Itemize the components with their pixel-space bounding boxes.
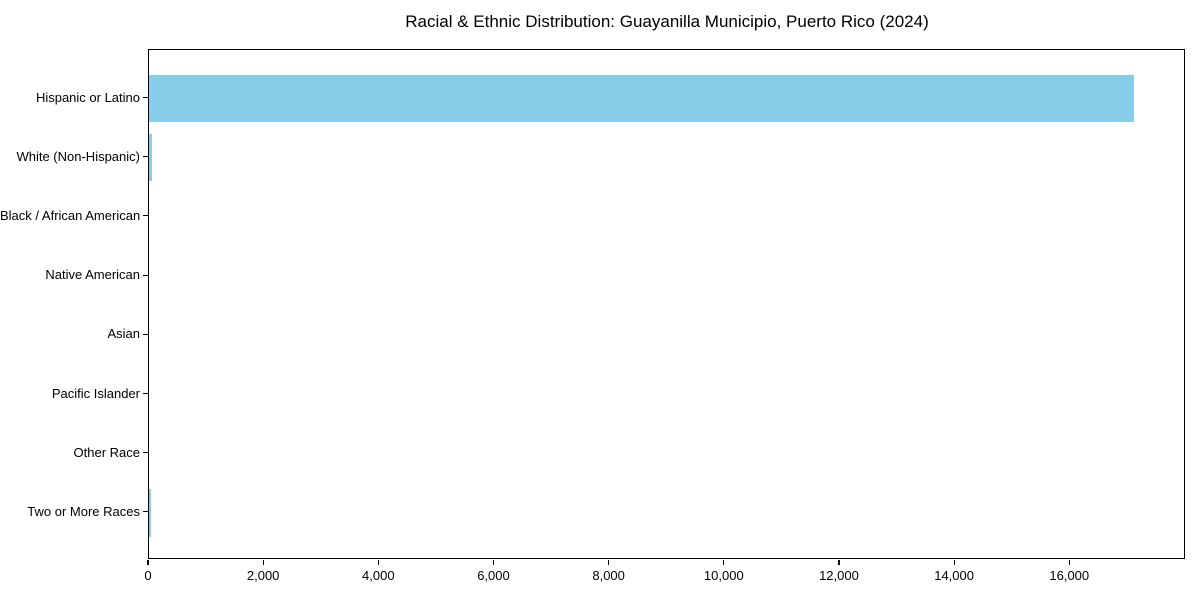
y-tick-label-other-race: Other Race [73, 444, 140, 460]
y-tick-mark [143, 511, 148, 513]
x-tick-mark [262, 560, 264, 565]
y-tick-label-asian: Asian [107, 326, 140, 342]
y-tick-label-white-non-hispanic: White (Non-Hispanic) [16, 148, 140, 164]
bar-white-non-hispanic [149, 133, 152, 182]
x-tick-mark [608, 560, 610, 565]
x-tick-mark [147, 560, 149, 565]
bar-two-or-more-races [149, 489, 151, 537]
y-tick-label-black-african-american: Black / African American [0, 207, 141, 223]
y-tick-label-hispanic-or-latino: Hispanic or Latino [35, 89, 140, 105]
y-tick-mark [143, 333, 148, 335]
x-tick-mark [492, 560, 495, 565]
x-tick-label-2000: 2,000 [246, 568, 280, 583]
y-tick-mark [143, 452, 148, 454]
y-tick-label-native-american: Native American [45, 267, 140, 283]
x-tick-label-16000: 16,000 [1049, 568, 1090, 583]
y-tick-mark [143, 274, 148, 276]
x-tick-label-14000: 14,000 [934, 568, 974, 583]
x-tick-label-0: 0 [144, 568, 152, 583]
x-tick-label-6000: 6,000 [477, 568, 510, 583]
x-tick-label-8000: 8,000 [592, 568, 625, 583]
y-tick-mark [143, 96, 148, 99]
y-tick-mark [143, 215, 148, 217]
x-tick-mark [953, 560, 955, 565]
x-tick-label-12000: 12,000 [819, 568, 859, 583]
y-tick-label-pacific-islander: Pacific Islander [51, 385, 140, 401]
y-tick-mark [143, 156, 148, 158]
y-tick-label-two-or-more-races: Two or More Races [27, 503, 140, 519]
x-tick-label-4000: 4,000 [362, 568, 395, 583]
plot-area [148, 49, 1185, 559]
x-tick-label-10000: 10,000 [703, 568, 744, 583]
x-tick-mark [1068, 560, 1070, 565]
x-tick-mark [723, 560, 725, 565]
x-tick-mark [838, 560, 840, 565]
y-tick-mark [143, 392, 148, 395]
x-tick-mark [377, 560, 379, 565]
bar-hispanic-or-latino [149, 74, 1134, 123]
chart-title: Racial & Ethnic Distribution: Guayanilla… [405, 12, 929, 31]
